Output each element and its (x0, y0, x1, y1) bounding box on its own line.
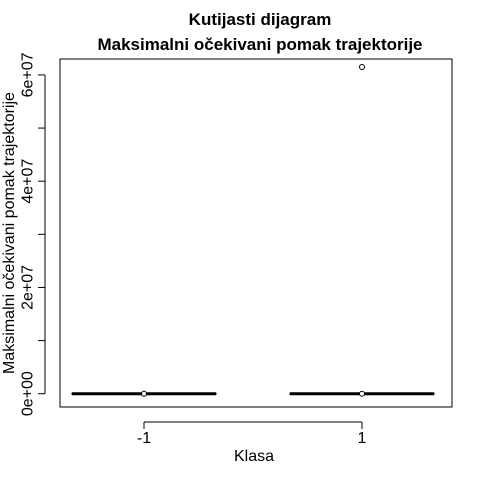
x-tick-label: 1 (358, 430, 367, 447)
box-marks (71, 63, 435, 397)
y-tick-label: 4e+07 (19, 159, 36, 204)
y-tick-label: 2e+07 (19, 265, 36, 310)
plot-frame (59, 58, 453, 408)
chart-subtitle: Maksimalni očekivani pomak trajektorije (97, 35, 422, 54)
axes: 0e+00 2e+07 4e+07 6e+07 -1 1 (19, 52, 366, 447)
y-axis-label: Maksimalni očekivani pomak trajektorije (1, 92, 18, 374)
y-tick-label: 6e+07 (19, 52, 36, 97)
x-tick-label: -1 (137, 430, 151, 447)
box-neg1 (71, 390, 217, 397)
outlier-point (359, 390, 365, 397)
y-tick-label: 0e+00 (19, 371, 36, 416)
outlier-point (359, 63, 365, 70)
x-axis-label: Klasa (234, 448, 274, 465)
box-pos1 (289, 63, 435, 397)
chart-title: Kutijasti dijagram (189, 10, 332, 29)
outlier-point (141, 390, 147, 397)
